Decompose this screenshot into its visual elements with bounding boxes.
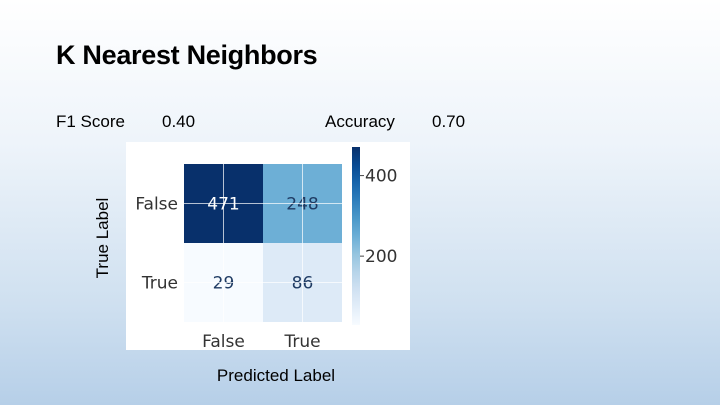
f1-score-label: F1 Score [56,112,125,131]
x-axis-label: Predicted Label [216,366,336,385]
colorbar-tick-label: 200 [365,247,397,267]
colorbar-tick-label: 400 [365,167,397,187]
y-axis-label: True Label [93,197,112,279]
colorbar [352,147,360,325]
x-tick-label: False [202,332,245,350]
accuracy-value: 0.70 [432,112,466,131]
accuracy-label: Accuracy [325,112,395,131]
x-tick-label: True [283,332,320,350]
f1-score-value: 0.40 [162,112,196,131]
slide-title: K Nearest Neighbors [56,40,318,70]
y-tick-label: False [135,195,178,215]
y-tick-label: True [141,274,178,294]
